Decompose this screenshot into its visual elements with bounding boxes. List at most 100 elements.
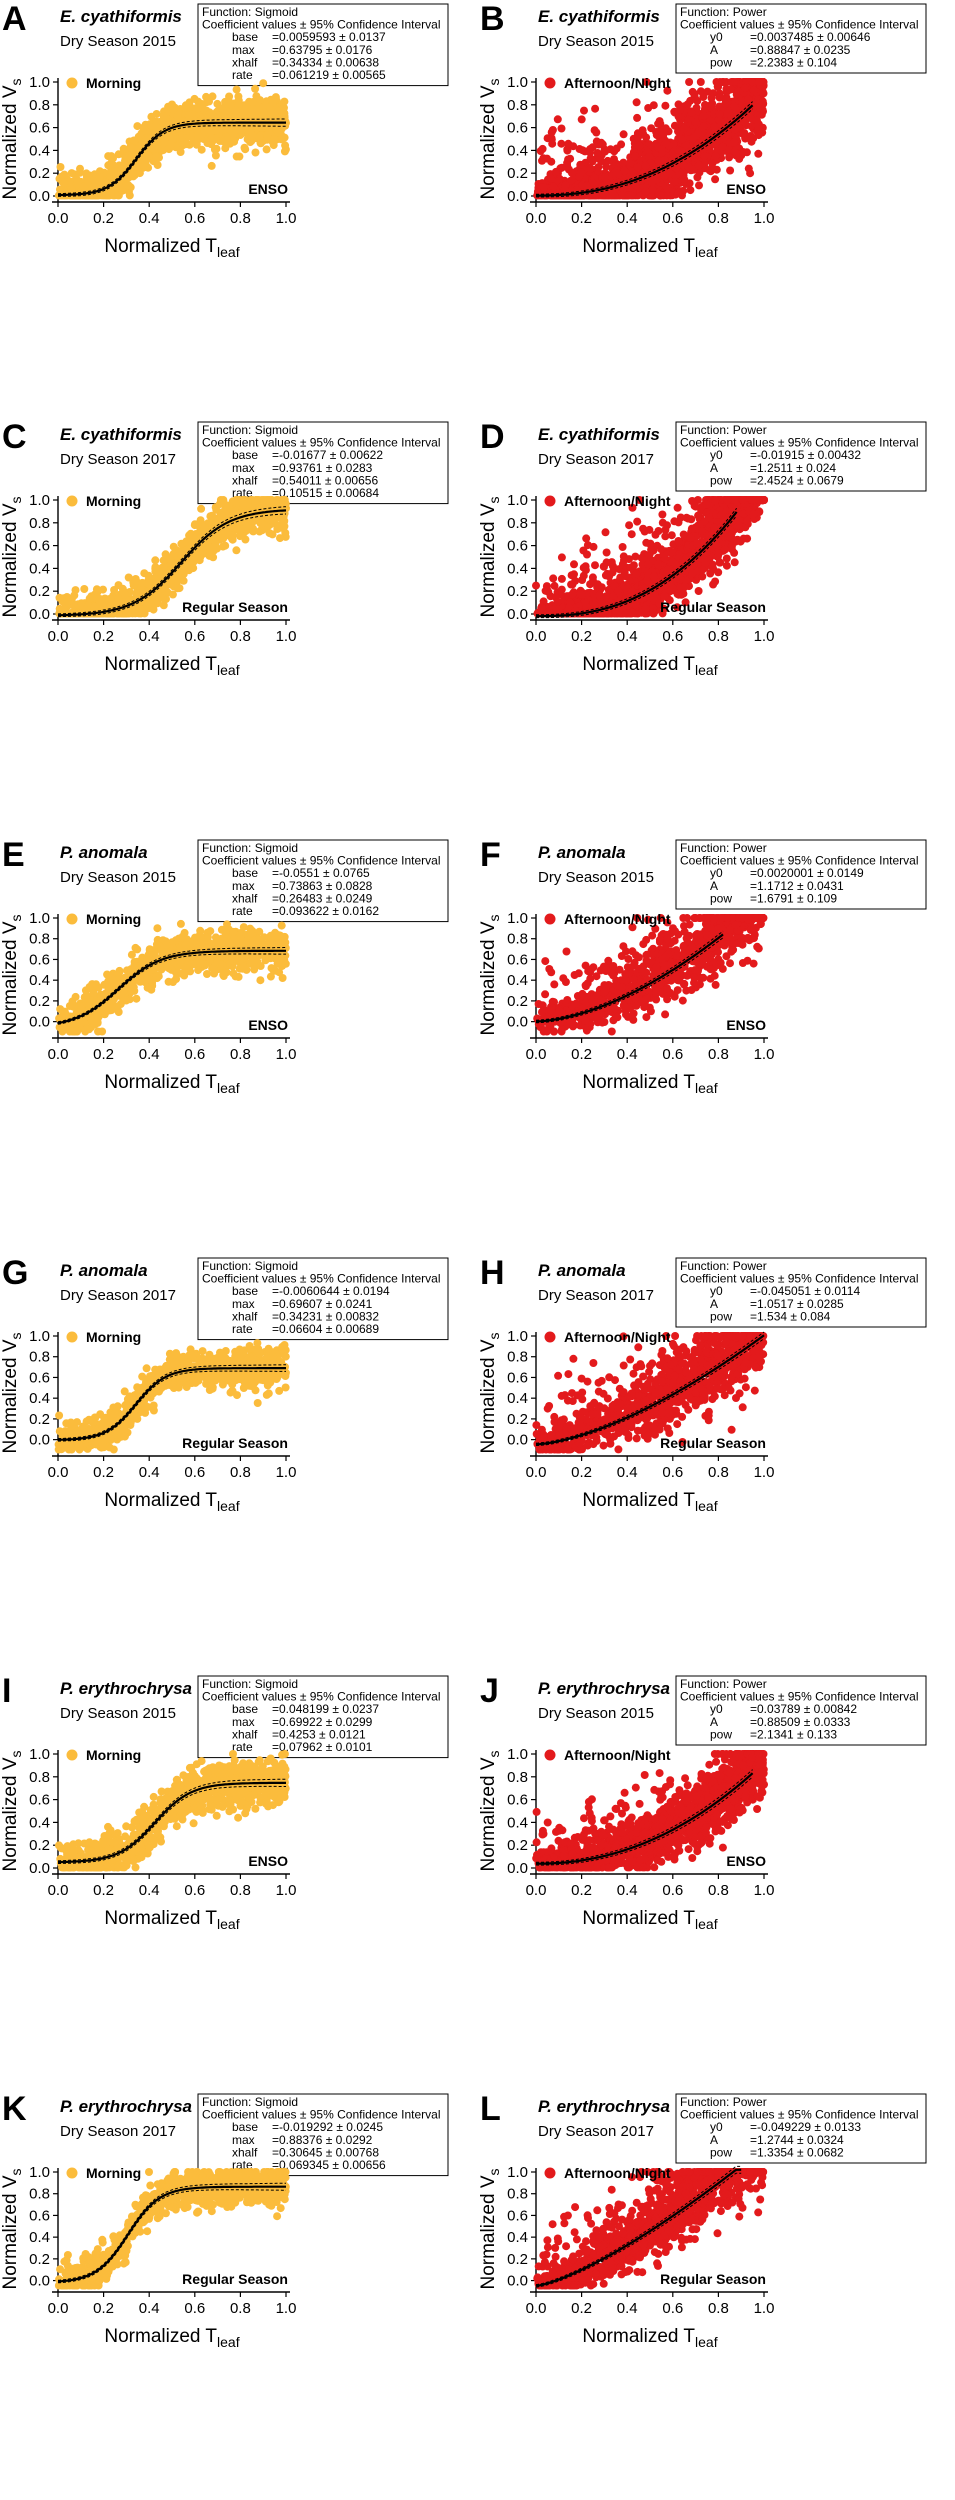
y-tick-label: 0.8	[29, 515, 50, 532]
data-point	[265, 529, 274, 538]
data-point	[138, 578, 147, 587]
data-point	[241, 535, 250, 544]
data-point	[168, 135, 177, 144]
data-point	[140, 569, 149, 578]
data-point	[248, 98, 257, 106]
data-point	[723, 109, 732, 118]
data-point	[662, 139, 671, 148]
y-tick-label: 0.4	[507, 142, 528, 159]
y-tick-label: 0.6	[29, 538, 50, 555]
data-point	[598, 140, 607, 149]
data-point	[124, 573, 133, 582]
data-point	[119, 609, 128, 618]
y-tick-label: 0.2	[507, 165, 528, 182]
data-point	[222, 135, 231, 144]
x-axis-label-main: Normalized T	[582, 236, 695, 257]
data-point	[241, 145, 250, 154]
data-point	[557, 124, 566, 133]
data-point	[270, 496, 279, 505]
data-point	[754, 149, 763, 158]
data-point	[211, 151, 220, 160]
y-axis-label-sub: s	[486, 78, 502, 85]
data-point	[656, 127, 665, 135]
data-point	[695, 181, 703, 190]
x-tick-label: 0.0	[526, 628, 547, 645]
regime-label: Regular Season	[182, 599, 288, 615]
data-point	[230, 137, 239, 146]
data-point	[708, 163, 717, 172]
data-point	[67, 184, 76, 193]
data-point	[711, 152, 720, 161]
x-tick-label: 0.8	[708, 628, 729, 645]
y-tick-label: 0.0	[29, 606, 50, 623]
legend-label: Morning	[86, 75, 141, 91]
data-point	[653, 175, 662, 184]
data-point	[673, 503, 682, 512]
x-tick-label: 1.0	[276, 210, 297, 227]
data-point	[543, 154, 551, 163]
y-axis-label-main: Normalized V	[478, 85, 499, 199]
data-point	[683, 100, 692, 109]
y-axis-label: Normalized Vs	[478, 78, 502, 199]
data-point	[700, 152, 709, 161]
data-point	[586, 148, 595, 157]
data-point	[557, 139, 566, 148]
data-point	[230, 508, 239, 517]
data-point	[177, 539, 186, 548]
data-point	[684, 163, 693, 172]
data-point	[671, 177, 679, 186]
y-axis-label-main: Normalized V	[0, 503, 21, 617]
data-point	[663, 185, 672, 194]
data-point	[548, 139, 557, 148]
panel-letter: A	[2, 0, 27, 38]
data-point	[625, 521, 634, 530]
data-point	[151, 122, 160, 131]
data-point	[70, 591, 79, 600]
data-point	[577, 168, 586, 177]
data-point	[266, 105, 275, 114]
x-axis-label-sub: leaf	[217, 244, 240, 260]
data-point	[118, 186, 127, 195]
fit-param-value: =2.2383 ± 0.104	[750, 55, 837, 69]
data-point	[612, 144, 621, 153]
data-point	[730, 102, 739, 111]
fit-param-value: =2.4524 ± 0.0679	[750, 473, 844, 487]
data-point	[586, 164, 595, 173]
data-point	[754, 78, 763, 86]
data-point	[273, 117, 282, 126]
data-point	[632, 98, 641, 107]
data-point	[618, 191, 627, 200]
fit-param-name: pow	[710, 473, 732, 487]
fit-param-name: xhalf	[232, 55, 258, 69]
data-point	[752, 116, 761, 125]
data-point	[72, 175, 81, 184]
data-point	[281, 141, 290, 150]
x-axis-label: Normalized Tleaf	[104, 654, 239, 678]
data-point	[205, 551, 214, 560]
species-name: E. cyathiformis	[60, 7, 182, 26]
data-point	[679, 186, 688, 195]
x-tick-label: 0.2	[93, 210, 114, 227]
x-tick-label: 0.2	[571, 210, 592, 227]
data-point	[221, 144, 230, 153]
y-tick-label: 0.8	[29, 97, 50, 114]
data-point	[99, 585, 107, 594]
data-point	[610, 155, 618, 164]
data-point	[711, 175, 720, 184]
fit-function-label: Function: Sigmoid	[202, 5, 298, 19]
data-point	[726, 166, 735, 175]
panel-letter: C	[2, 418, 27, 456]
species-name: E. cyathiformis	[538, 425, 660, 444]
data-point	[256, 96, 264, 105]
data-point	[641, 187, 650, 196]
data-point	[177, 133, 186, 142]
x-axis-label: Normalized Tleaf	[104, 236, 239, 260]
fit-param-name: max	[232, 43, 255, 57]
data-point	[197, 145, 206, 154]
x-tick-label: 1.0	[754, 628, 775, 645]
data-point	[275, 521, 284, 530]
data-point	[263, 131, 272, 140]
data-point	[563, 146, 572, 155]
y-tick-label: 0.4	[507, 560, 528, 577]
